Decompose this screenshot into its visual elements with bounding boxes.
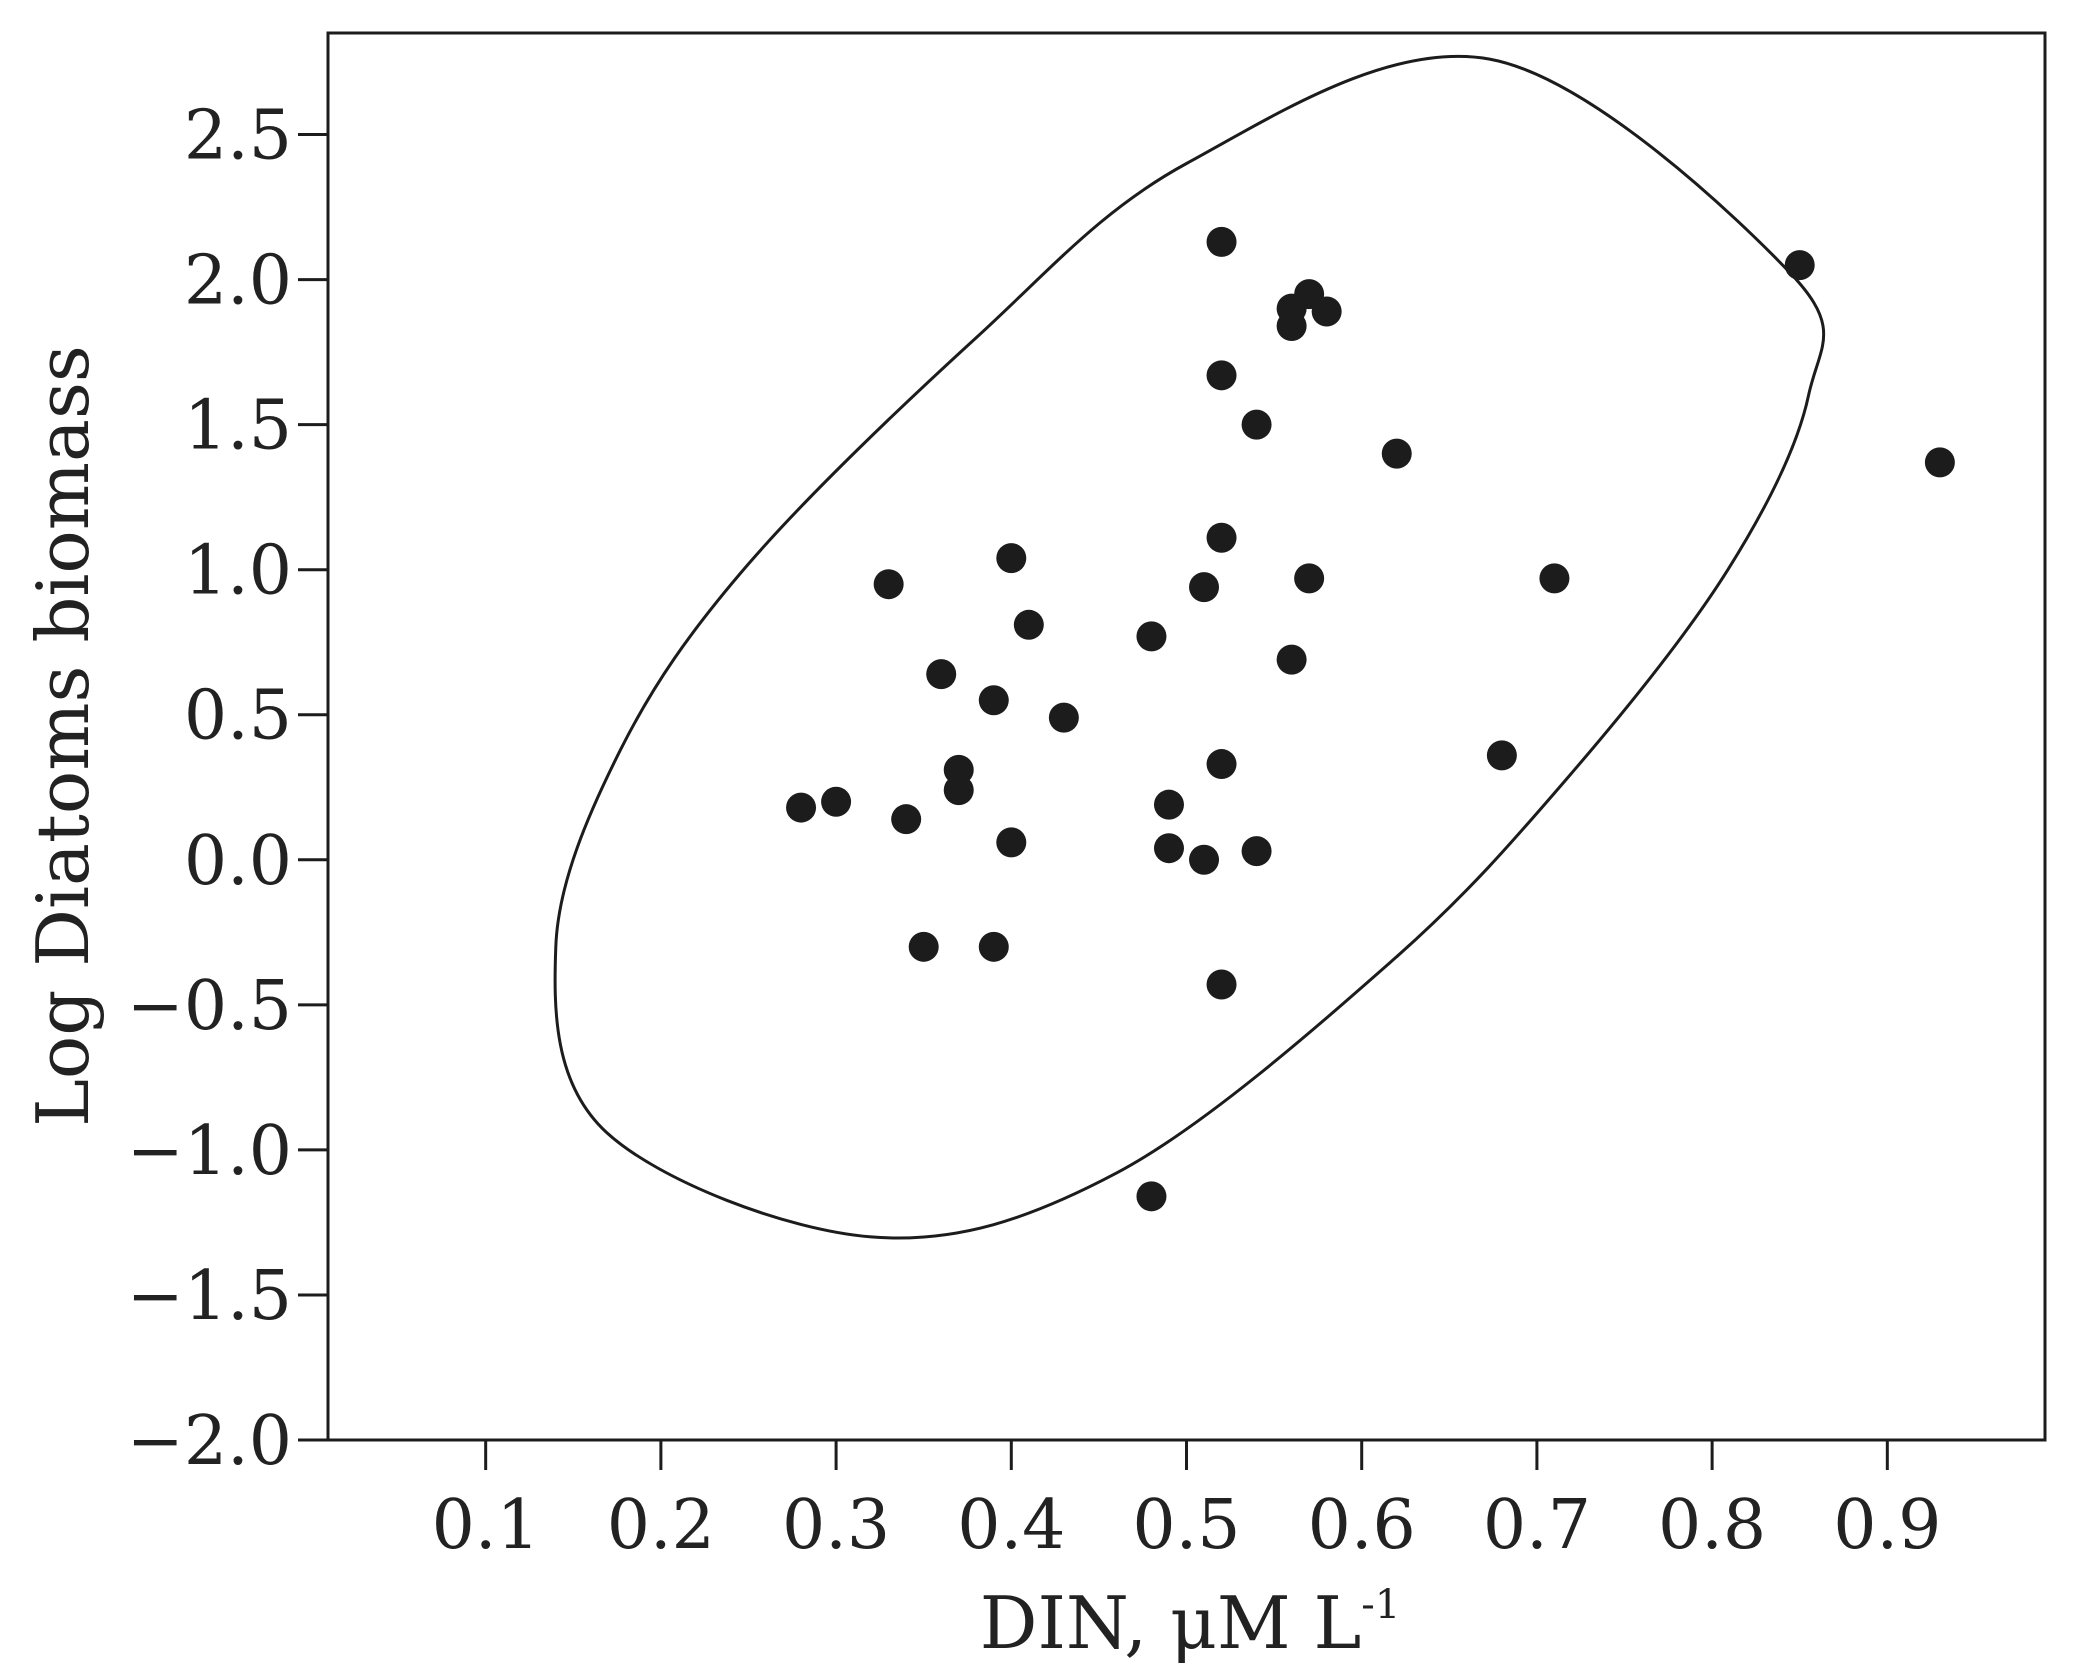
data-point	[908, 931, 939, 962]
data-point	[1241, 409, 1272, 440]
data-point	[1189, 572, 1220, 603]
data-point	[1294, 563, 1325, 594]
y-axis: 2.5 2.0 1.5 1.0 0.5 0.0 −0.5 −1.0 −1.5 −2.0	[127, 97, 328, 1481]
data-point	[1241, 836, 1272, 867]
data-point	[1136, 1181, 1167, 1212]
y-tick-label: 2.0	[184, 242, 292, 321]
x-tick-label: 0.1	[432, 1486, 540, 1565]
data-point	[926, 659, 957, 690]
data-point	[996, 827, 1027, 858]
x-tick-label: 0.2	[607, 1486, 715, 1565]
x-tick-label: 0.8	[1658, 1486, 1766, 1565]
y-tick-label: −0.5	[127, 967, 292, 1046]
data-point	[978, 685, 1009, 716]
data-point	[1381, 438, 1412, 469]
data-point	[1276, 644, 1307, 675]
data-point	[1048, 702, 1079, 733]
confidence-ellipse	[553, 54, 1826, 1240]
x-tick-label: 0.7	[1483, 1486, 1591, 1565]
data-point	[1206, 969, 1237, 1000]
data-point	[1206, 360, 1237, 391]
y-tick-label: 0.0	[184, 822, 292, 901]
data-point	[1311, 296, 1342, 327]
y-tick-label: 1.5	[184, 387, 292, 466]
data-point	[1206, 522, 1237, 553]
x-axis-label-main: DIN, μM L	[980, 1581, 1362, 1665]
confidence-ellipse-layer	[553, 54, 1826, 1240]
data-point	[943, 775, 974, 806]
plot-frame	[326, 31, 2047, 1442]
data-point	[1153, 833, 1184, 864]
x-tick-label: 0.3	[782, 1486, 890, 1565]
x-tick-label: 0.6	[1308, 1486, 1416, 1565]
y-tick-label: 2.5	[184, 97, 292, 176]
data-point	[978, 931, 1009, 962]
data-point	[1276, 311, 1307, 342]
x-axis-label-superscript: -1	[1361, 1582, 1400, 1628]
data-point	[1153, 789, 1184, 820]
x-axis-label: DIN, μM L-1	[980, 1581, 1401, 1665]
data-point	[1206, 226, 1237, 257]
data-point	[996, 543, 1027, 574]
data-point	[1013, 609, 1044, 640]
data-point	[1486, 740, 1517, 771]
data-point	[873, 569, 904, 600]
data-point	[821, 786, 852, 817]
data-point	[1924, 447, 1955, 478]
data-point	[1206, 749, 1237, 780]
data-point	[786, 792, 817, 823]
y-tick-label: −1.5	[127, 1257, 292, 1336]
data-point	[891, 804, 922, 835]
x-tick-label: 0.5	[1132, 1486, 1240, 1565]
y-axis-label: Log Diatoms biomass	[21, 345, 105, 1127]
data-point	[1136, 621, 1167, 652]
x-tick-label: 0.4	[957, 1486, 1065, 1565]
y-tick-label: −1.0	[127, 1112, 292, 1191]
x-axis: 0.1 0.2 0.3 0.4 0.5 0.6 0.7 0.8 0.9	[432, 1440, 1941, 1565]
data-point	[1539, 563, 1570, 594]
x-tick-label: 0.9	[1833, 1486, 1941, 1565]
data-point	[1784, 250, 1815, 281]
y-tick-label: 1.0	[184, 532, 292, 611]
y-tick-label: 0.5	[184, 677, 292, 756]
data-points	[786, 226, 1955, 1212]
y-tick-label: −2.0	[127, 1402, 292, 1481]
data-point	[1189, 844, 1220, 875]
